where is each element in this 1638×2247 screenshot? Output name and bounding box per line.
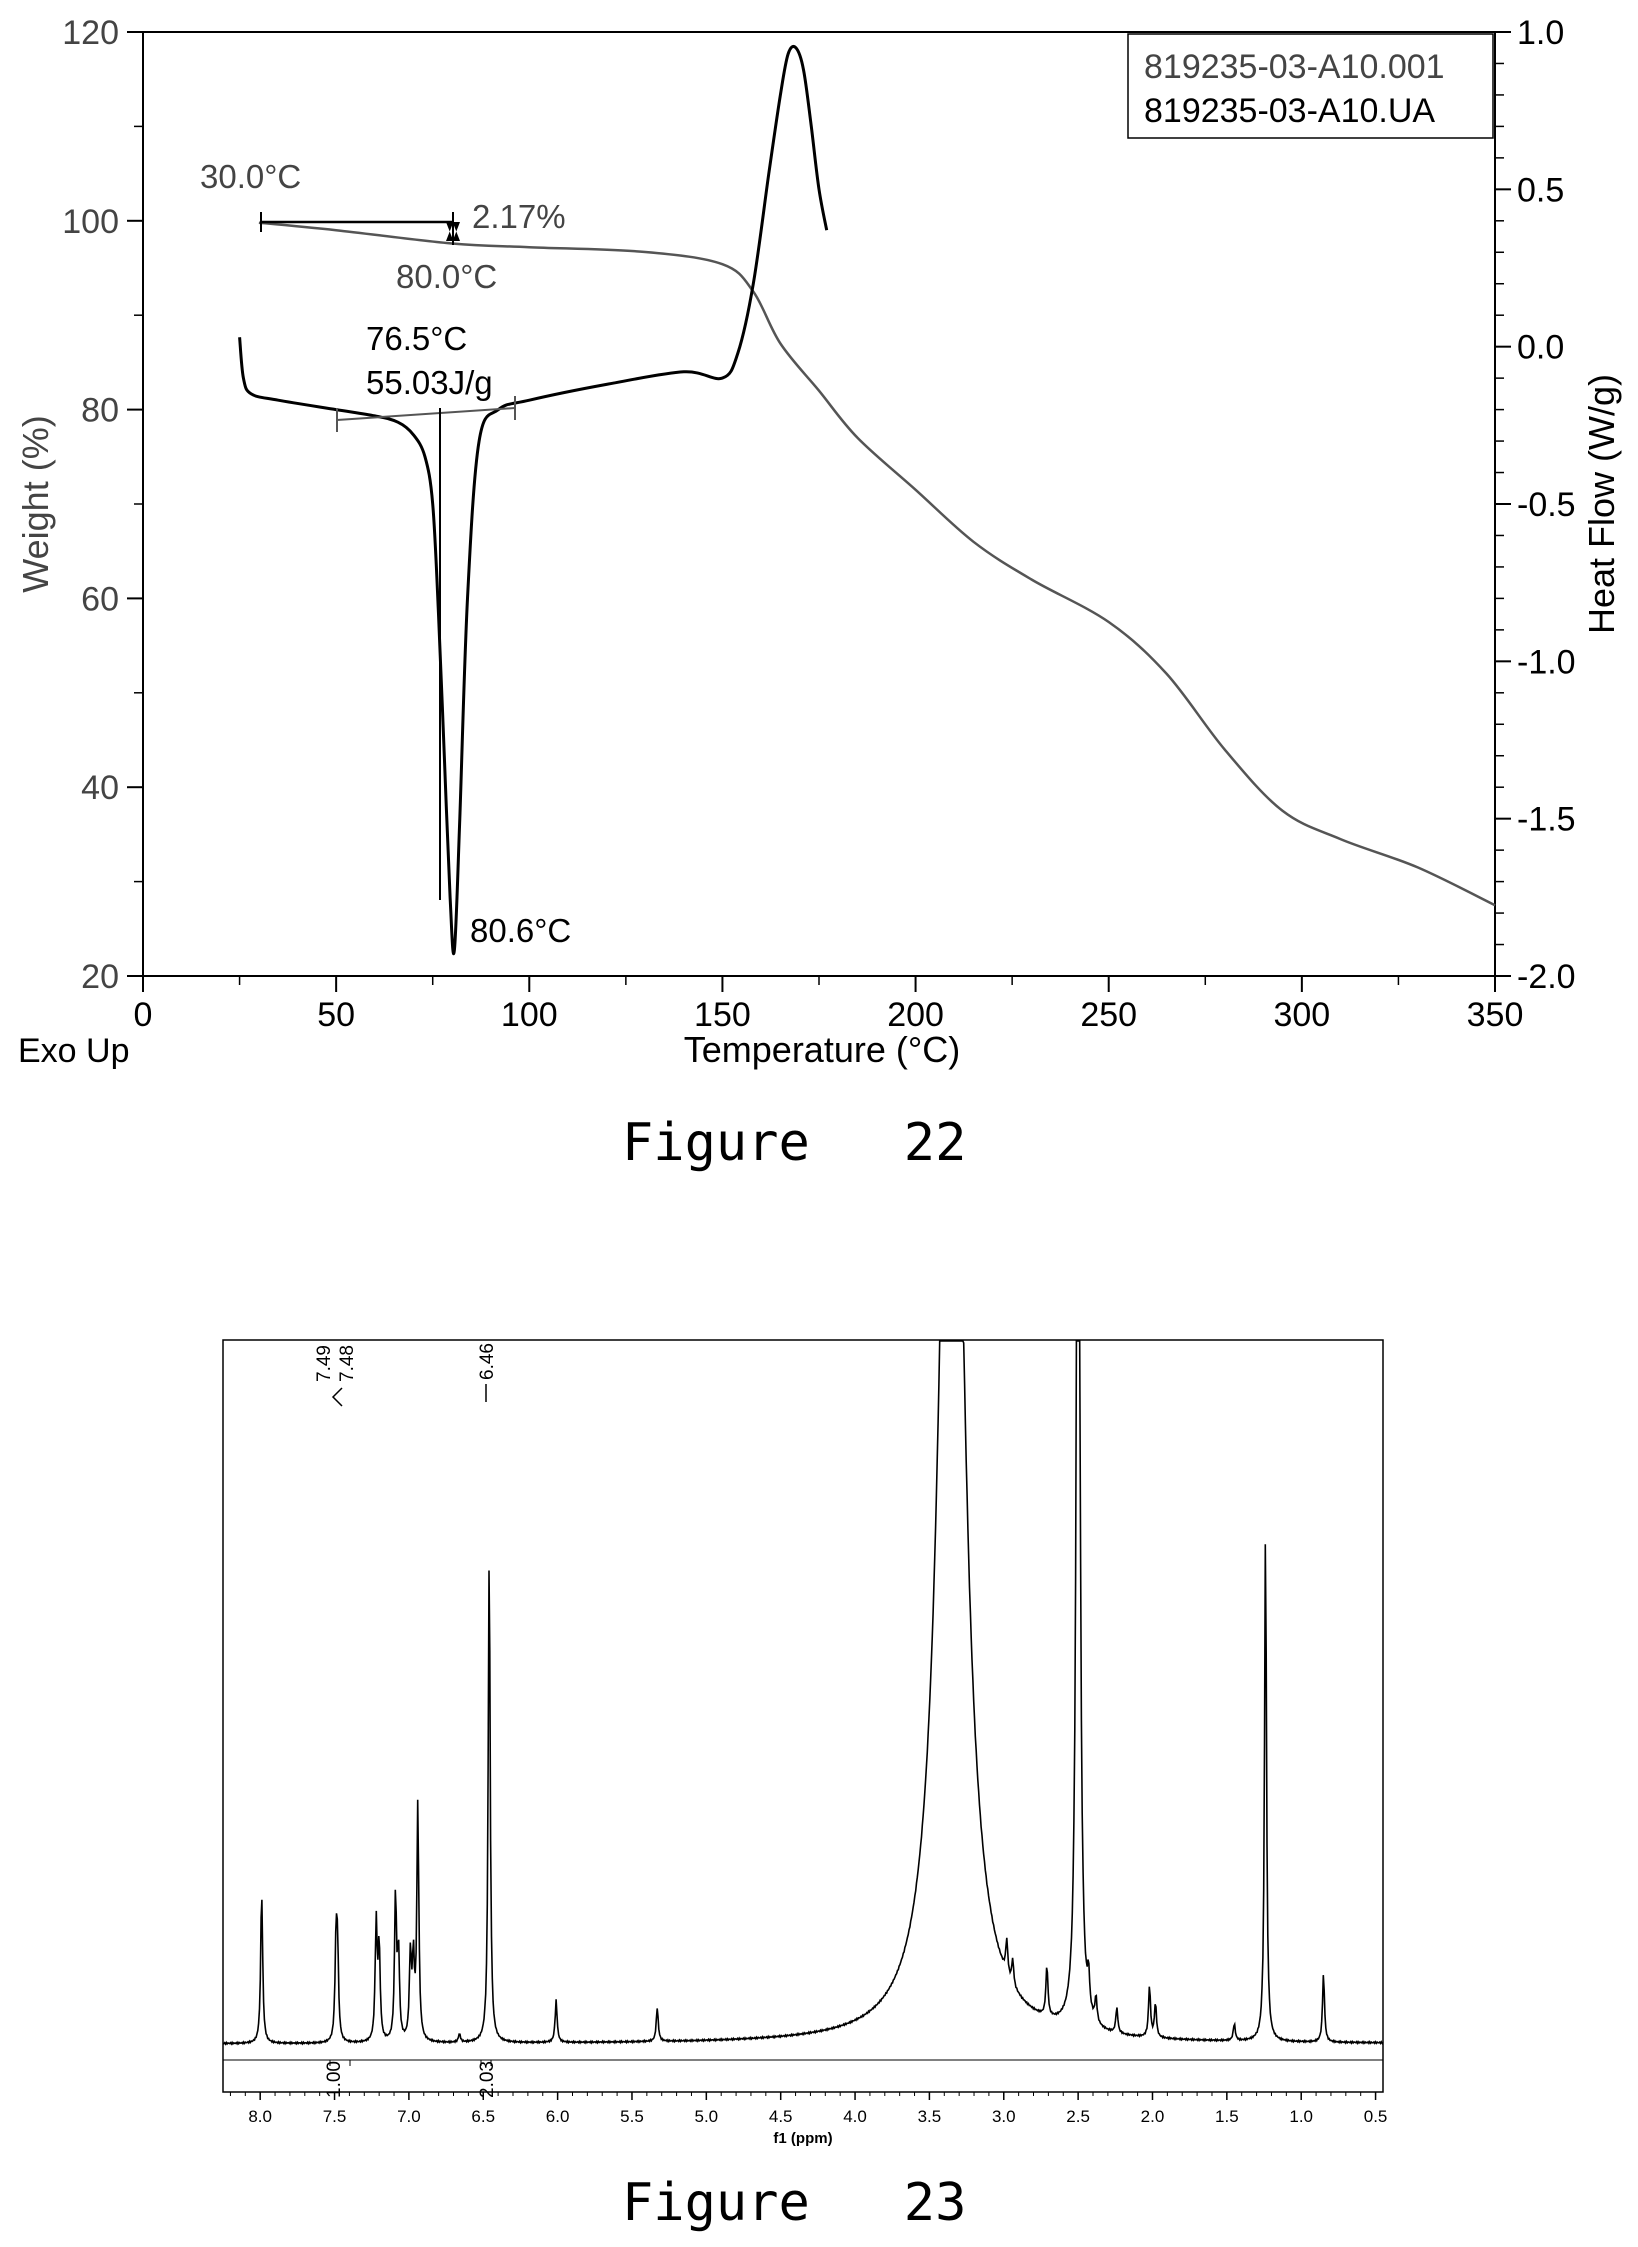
x-tick-label: 1.0: [1289, 2107, 1313, 2126]
x-tick-label: 4.5: [769, 2107, 793, 2126]
x-tick-label: 1.5: [1215, 2107, 1239, 2126]
figure-22-caption: Figure 22: [622, 1113, 966, 1173]
onset-temp-label: 76.5°C: [366, 320, 467, 357]
x-tick-label: 5.0: [695, 2107, 719, 2126]
x-axis-ticks: 8.0 7.5 7.0 6.5 6.0 5.5 5.0 4.5 4.0 3.5 3.0 2.5 2.0 1…: [229, 2092, 1388, 2126]
figure-23-caption: Figure 23: [622, 2173, 966, 2233]
y-tick-label: 20: [81, 958, 119, 996]
y2-tick-label: 0.0: [1517, 329, 1564, 367]
y2-tick-label: 0.5: [1517, 171, 1564, 209]
tga-weight-curve: [258, 221, 1496, 907]
y2-tick-label: -1.0: [1517, 643, 1576, 681]
nmr-spectrum-curve: [222, 1340, 1384, 2046]
x-tick-label: 150: [694, 996, 751, 1034]
x-tick-label: 300: [1273, 996, 1330, 1034]
legend-entry-tga: 819235-03-A10.001: [1144, 48, 1445, 86]
x-tick-label: 8.0: [248, 2107, 272, 2126]
x-tick-label: 100: [501, 996, 558, 1034]
tga-dsc-plot-frame: [142, 31, 1496, 977]
x-axis-label: Temperature (°C): [684, 1029, 960, 1070]
y2-tick-label: 1.0: [1517, 14, 1564, 52]
x-tick-label: 50: [317, 996, 355, 1034]
x-tick-label: 6.5: [471, 2107, 495, 2126]
y2-tick-label: -2.0: [1517, 958, 1576, 996]
x-tick-label: 200: [887, 996, 944, 1034]
weight-loss-step-arrow: [446, 222, 460, 241]
peak-label: 6.46: [477, 1343, 498, 1380]
exo-up-label: Exo Up: [18, 1032, 130, 1070]
integral-label: 1.00: [324, 2061, 345, 2098]
x-tick-label: 6.0: [546, 2107, 570, 2126]
dsc-baseline: [336, 407, 516, 421]
y-axis-ticks: 20 40 60 80 100 120: [62, 14, 143, 996]
peak-temp-label: 80.6°C: [470, 912, 571, 949]
integral-label: 2.03: [477, 2061, 498, 2098]
enthalpy-label: 55.03J/g: [366, 364, 493, 401]
x-tick-label: 350: [1467, 996, 1524, 1034]
y2-tick-label: -0.5: [1517, 486, 1576, 524]
y2-tick-label: -1.5: [1517, 801, 1576, 839]
weight-loss-label: 2.17%: [472, 198, 566, 235]
x-tick-label: 2.5: [1066, 2107, 1090, 2126]
nmr-plot-frame: [222, 1339, 1384, 2093]
x-tick-label: 4.0: [843, 2107, 867, 2126]
peak-label-group-aromatic: 7.49 7.48: [314, 1345, 358, 1407]
legend-entry-dsc: 819235-03-A10.UA: [1144, 92, 1435, 130]
y-tick-label: 40: [81, 769, 119, 807]
x-tick-label: 5.5: [620, 2107, 644, 2126]
x-tick-label: 0: [134, 996, 153, 1034]
peak-label-group-6-46: 6.46: [477, 1343, 498, 1402]
x-tick-label: 3.0: [992, 2107, 1016, 2126]
figure-23: 8.0 7.5 7.0 6.5 6.0 5.5 5.0 4.5 4.0 3.5 3.0 2.5 2.0 1…: [222, 1339, 1388, 2233]
y-tick-label: 120: [62, 14, 119, 52]
y-tick-label: 100: [62, 203, 119, 241]
peak-label: 7.49: [314, 1345, 335, 1382]
peak-label-bracket: [331, 1387, 343, 1407]
x-tick-label: 2.0: [1141, 2107, 1165, 2126]
y-axis-label: Weight (%): [15, 415, 56, 592]
y-tick-label: 60: [81, 580, 119, 618]
x-tick-label: 3.5: [918, 2107, 942, 2126]
dsc-heat-flow-curve: [238, 44, 829, 955]
figure-22: 0 50 100 150 200 250 300 350 20 40 60 80 100 120 -2.…: [15, 14, 1622, 1173]
x-tick-label: 250: [1080, 996, 1137, 1034]
end-temp-label: 80.0°C: [396, 258, 497, 295]
x-axis-ticks: 0 50 100 150 200 250 300 350: [134, 976, 1524, 1034]
peak-label: 7.48: [337, 1345, 358, 1382]
y-tick-label: 80: [81, 392, 119, 430]
x-tick-label: 7.0: [397, 2107, 421, 2126]
y2-axis-label: Heat Flow (W/g): [1581, 374, 1622, 634]
x-tick-label: 7.5: [323, 2107, 347, 2126]
y2-axis-ticks: -2.0 -1.5 -1.0 -0.5 0.0 0.5 1.0: [1495, 14, 1576, 996]
x-axis-label: f1 (ppm): [773, 2130, 832, 2147]
start-temp-label: 30.0°C: [200, 158, 301, 195]
x-tick-label: 0.5: [1364, 2107, 1388, 2126]
legend-box: [1127, 33, 1494, 139]
